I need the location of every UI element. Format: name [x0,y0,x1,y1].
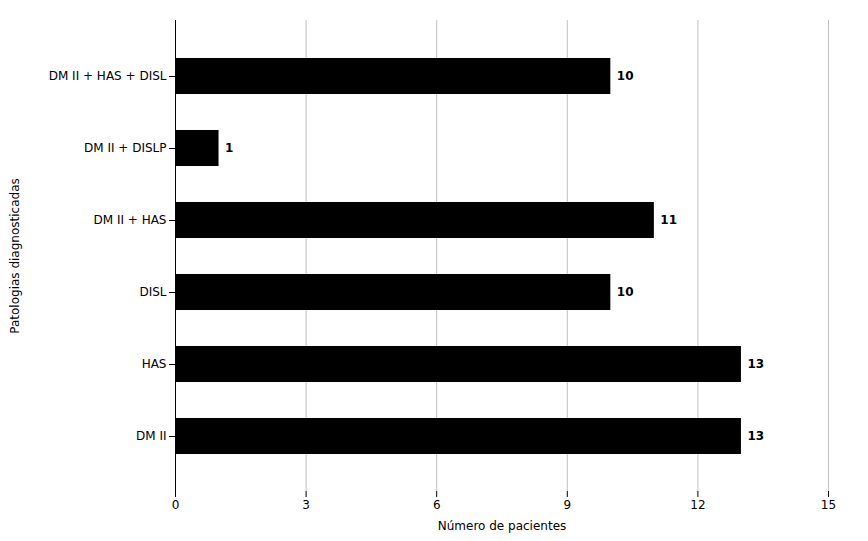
svg-text:0: 0 [172,498,180,512]
svg-text:DISL: DISL [139,285,166,299]
svg-text:10: 10 [617,69,634,83]
svg-text:15: 15 [821,498,836,512]
svg-text:6: 6 [433,498,441,512]
svg-text:HAS: HAS [142,357,167,371]
svg-text:DM II: DM II [136,429,167,443]
svg-text:DM II + HAS: DM II + HAS [93,213,166,227]
svg-text:1: 1 [225,141,233,155]
svg-text:3: 3 [302,498,310,512]
svg-text:10: 10 [617,285,634,299]
svg-text:Número de pacientes: Número de pacientes [438,519,567,533]
svg-text:13: 13 [747,357,764,371]
svg-text:13: 13 [747,429,764,443]
svg-text:Patologias diagnosticadas: Patologias diagnosticadas [8,178,22,333]
svg-text:DM II + HAS + DISL: DM II + HAS + DISL [49,69,167,83]
svg-text:DM II + DISLP: DM II + DISLP [84,141,167,155]
svg-text:12: 12 [690,498,705,512]
svg-text:11: 11 [660,213,677,227]
svg-text:9: 9 [563,498,571,512]
